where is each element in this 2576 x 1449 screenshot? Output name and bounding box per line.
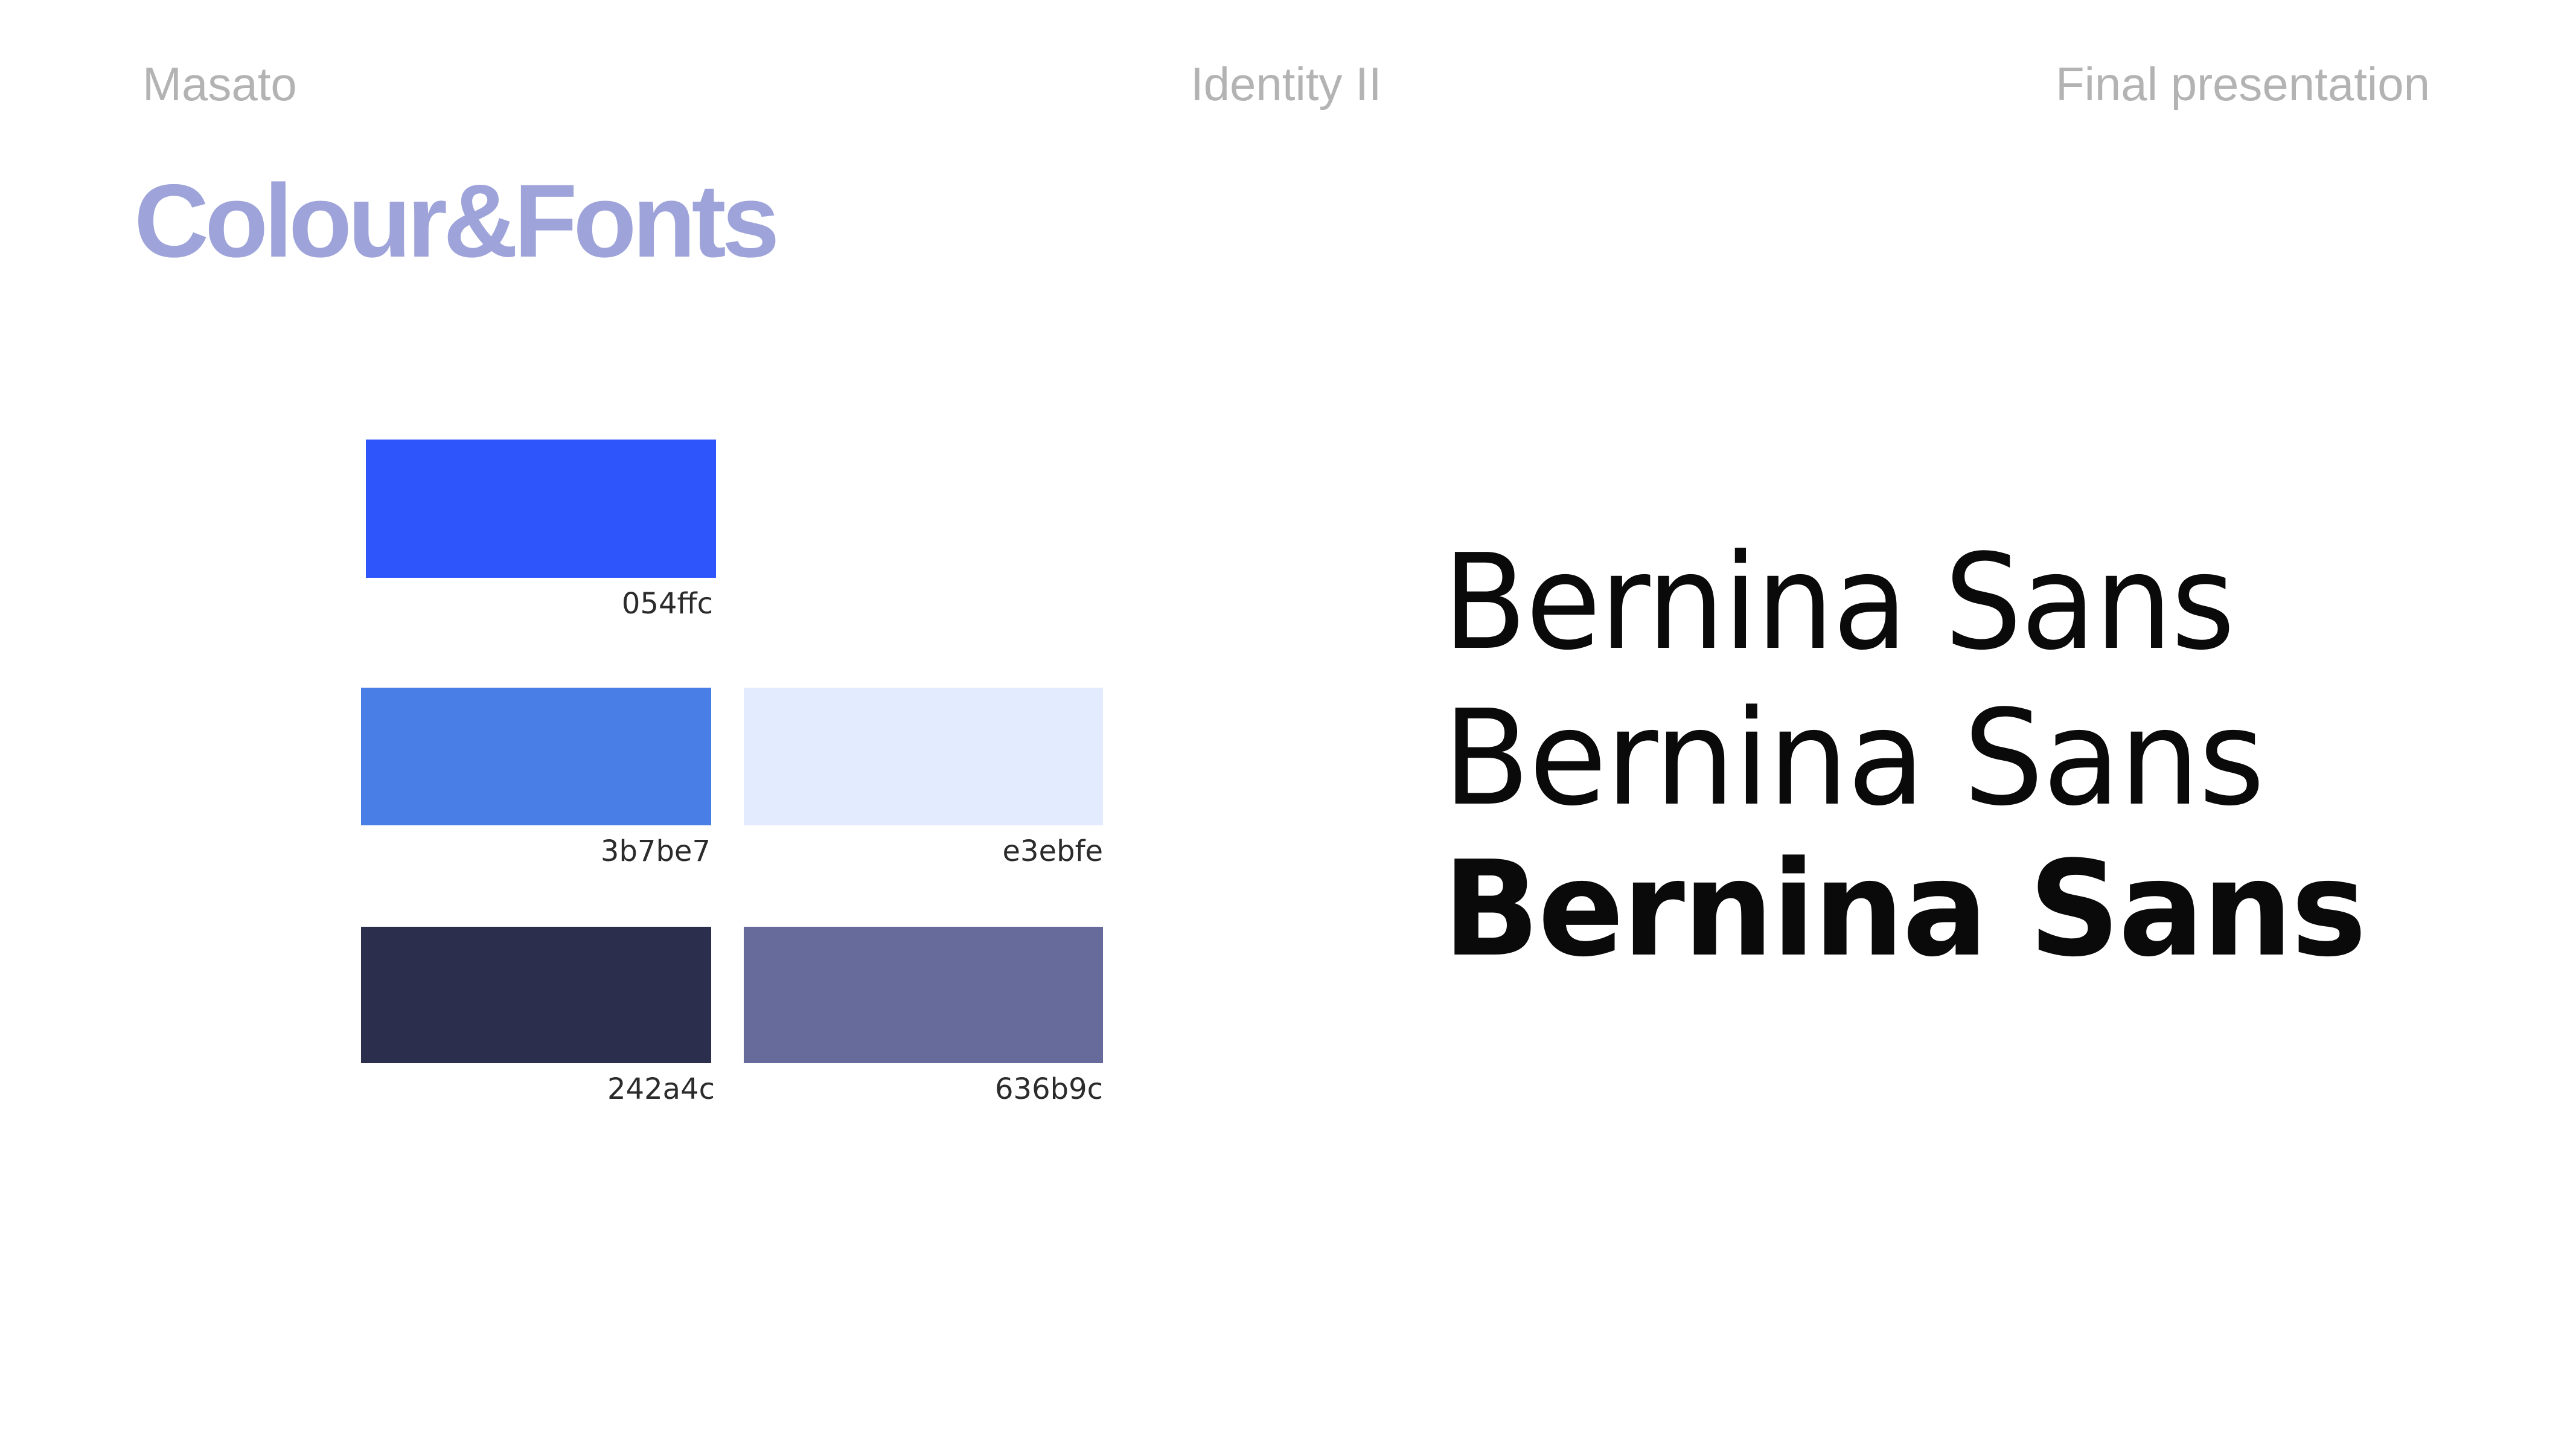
swatch-054ffc <box>366 440 716 578</box>
swatch-code-242a4c: 242a4c <box>607 1072 715 1106</box>
header-center-text: Identity II <box>1191 57 1382 110</box>
swatch-636b9c <box>744 927 1103 1063</box>
swatch-e3ebfe <box>744 688 1103 825</box>
swatch-3b7be7 <box>361 688 711 825</box>
font-specimen-light: Bernina Sans <box>1443 526 2235 679</box>
swatch-code-054ffc: 054ffc <box>621 587 713 621</box>
swatch-242a4c <box>361 927 711 1063</box>
swatch-code-636b9c: 636b9c <box>994 1072 1103 1106</box>
header-left-text: Masato <box>142 57 297 110</box>
font-specimen-regular: Bernina Sans <box>1443 682 2265 835</box>
swatch-code-3b7be7: 3b7be7 <box>600 834 711 868</box>
page-title: Colour&Fonts <box>134 163 779 279</box>
font-specimen-bold: Bernina Sans <box>1443 833 2367 986</box>
header-right-text: Final presentation <box>2055 57 2430 110</box>
swatch-code-e3ebfe: e3ebfe <box>1002 834 1104 868</box>
